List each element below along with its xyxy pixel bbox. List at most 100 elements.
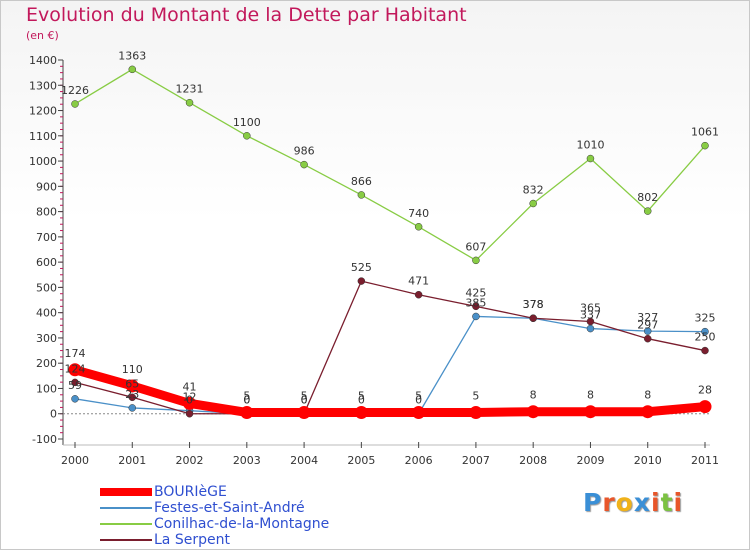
data-point	[529, 199, 537, 208]
data-label: 471	[408, 275, 429, 288]
data-label: 59	[68, 379, 82, 392]
x-tick-label: 2008	[519, 454, 547, 467]
data-label: 607	[465, 240, 486, 253]
data-label: 5	[358, 389, 365, 402]
data-point	[243, 132, 251, 140]
data-point	[701, 141, 709, 150]
proxiti-logo: Proxiti	[583, 488, 683, 517]
y-tick-label: 500	[36, 281, 57, 294]
data-point	[643, 327, 652, 335]
data-label: 5	[243, 389, 250, 402]
chart-title: Evolution du Montant de la Dette par Hab…	[26, 4, 467, 26]
data-point	[125, 379, 139, 393]
chart-canvas: -100010020030040050060070080090010001100…	[29, 49, 719, 467]
data-point	[68, 363, 82, 377]
data-point	[526, 405, 540, 419]
data-point	[71, 378, 79, 387]
data-label: 0	[301, 394, 308, 407]
y-tick-label: 900	[36, 180, 57, 193]
data-point	[643, 334, 652, 343]
legend-label: Festes-et-Saint-André	[154, 500, 305, 516]
y-tick-label: 700	[36, 231, 57, 244]
y-tick-label: 300	[36, 332, 57, 345]
data-label: 327	[637, 311, 658, 324]
data-label: 866	[351, 175, 372, 188]
logo-letter: P	[583, 488, 603, 517]
logo-letter: x	[633, 488, 651, 517]
series-lines	[68, 65, 712, 419]
data-label: 110	[122, 363, 143, 376]
data-point	[472, 302, 480, 311]
data-point	[472, 312, 480, 321]
data-point	[128, 404, 137, 412]
legend-swatch	[100, 539, 152, 541]
y-tick-label: 1000	[29, 155, 57, 168]
data-point	[469, 405, 483, 419]
data-point	[583, 405, 597, 419]
data-point	[412, 405, 426, 419]
data-point	[128, 65, 137, 74]
y-tick-label: 1400	[29, 54, 57, 67]
data-point	[641, 405, 655, 419]
y-tick-label: 0	[50, 408, 57, 421]
data-label: 12	[183, 391, 197, 404]
x-tick-label: 2000	[61, 454, 89, 467]
data-label: 0	[243, 394, 250, 407]
data-label: 1226	[61, 84, 89, 97]
data-label: 297	[637, 319, 658, 332]
series-line-0	[70, 365, 710, 417]
data-label: 1363	[118, 49, 146, 62]
data-point	[357, 277, 366, 285]
data-point	[643, 207, 652, 215]
data-label: 174	[65, 347, 86, 360]
x-tick-label: 2006	[405, 454, 433, 467]
data-point	[185, 98, 194, 107]
y-tick-label: 100	[36, 382, 57, 395]
data-label: 832	[523, 184, 544, 197]
y-tick-label: 1200	[29, 105, 57, 118]
data-point	[71, 395, 79, 403]
y-tick-label: 1100	[29, 130, 57, 143]
data-point	[414, 223, 423, 231]
chart-unit: (en €)	[26, 29, 59, 42]
data-point	[357, 191, 366, 199]
data-label: 65	[125, 377, 139, 390]
legend-label: BOURIèGE	[154, 484, 227, 500]
x-tick-label: 2009	[576, 454, 604, 467]
data-label: 5	[472, 389, 479, 402]
data-point	[297, 405, 311, 419]
data-label: 8	[644, 389, 651, 402]
data-point	[586, 154, 595, 163]
x-tick-label: 2001	[118, 454, 146, 467]
logo-letter: t	[660, 488, 674, 517]
y-tick-label: 600	[36, 256, 57, 269]
y-tick-label: 800	[36, 206, 57, 219]
data-point	[71, 100, 79, 108]
data-label: 124	[65, 362, 86, 375]
data-label: 0	[301, 394, 308, 407]
data-label: 0	[243, 394, 250, 407]
data-label: 740	[408, 207, 429, 220]
legend-label: La Serpent	[154, 532, 230, 548]
data-label: 41	[183, 380, 197, 393]
data-label: 802	[637, 191, 658, 204]
data-point	[354, 405, 368, 419]
data-label: 0	[186, 394, 193, 407]
logo-letter: r	[602, 488, 616, 517]
data-point	[586, 317, 595, 326]
data-point	[183, 396, 197, 410]
x-tick-label: 2007	[462, 454, 490, 467]
data-label: 1231	[176, 83, 204, 96]
data-point	[414, 290, 423, 299]
data-label: 986	[294, 145, 315, 158]
data-point	[701, 346, 709, 355]
x-tick-label: 2011	[691, 454, 719, 467]
data-label: 5	[301, 389, 308, 402]
data-label: 325	[695, 312, 716, 325]
data-label: 378	[523, 298, 544, 311]
data-point	[698, 400, 712, 414]
data-label: 1061	[691, 126, 719, 139]
axes: -100010020030040050060070080090010001100…	[29, 54, 719, 467]
